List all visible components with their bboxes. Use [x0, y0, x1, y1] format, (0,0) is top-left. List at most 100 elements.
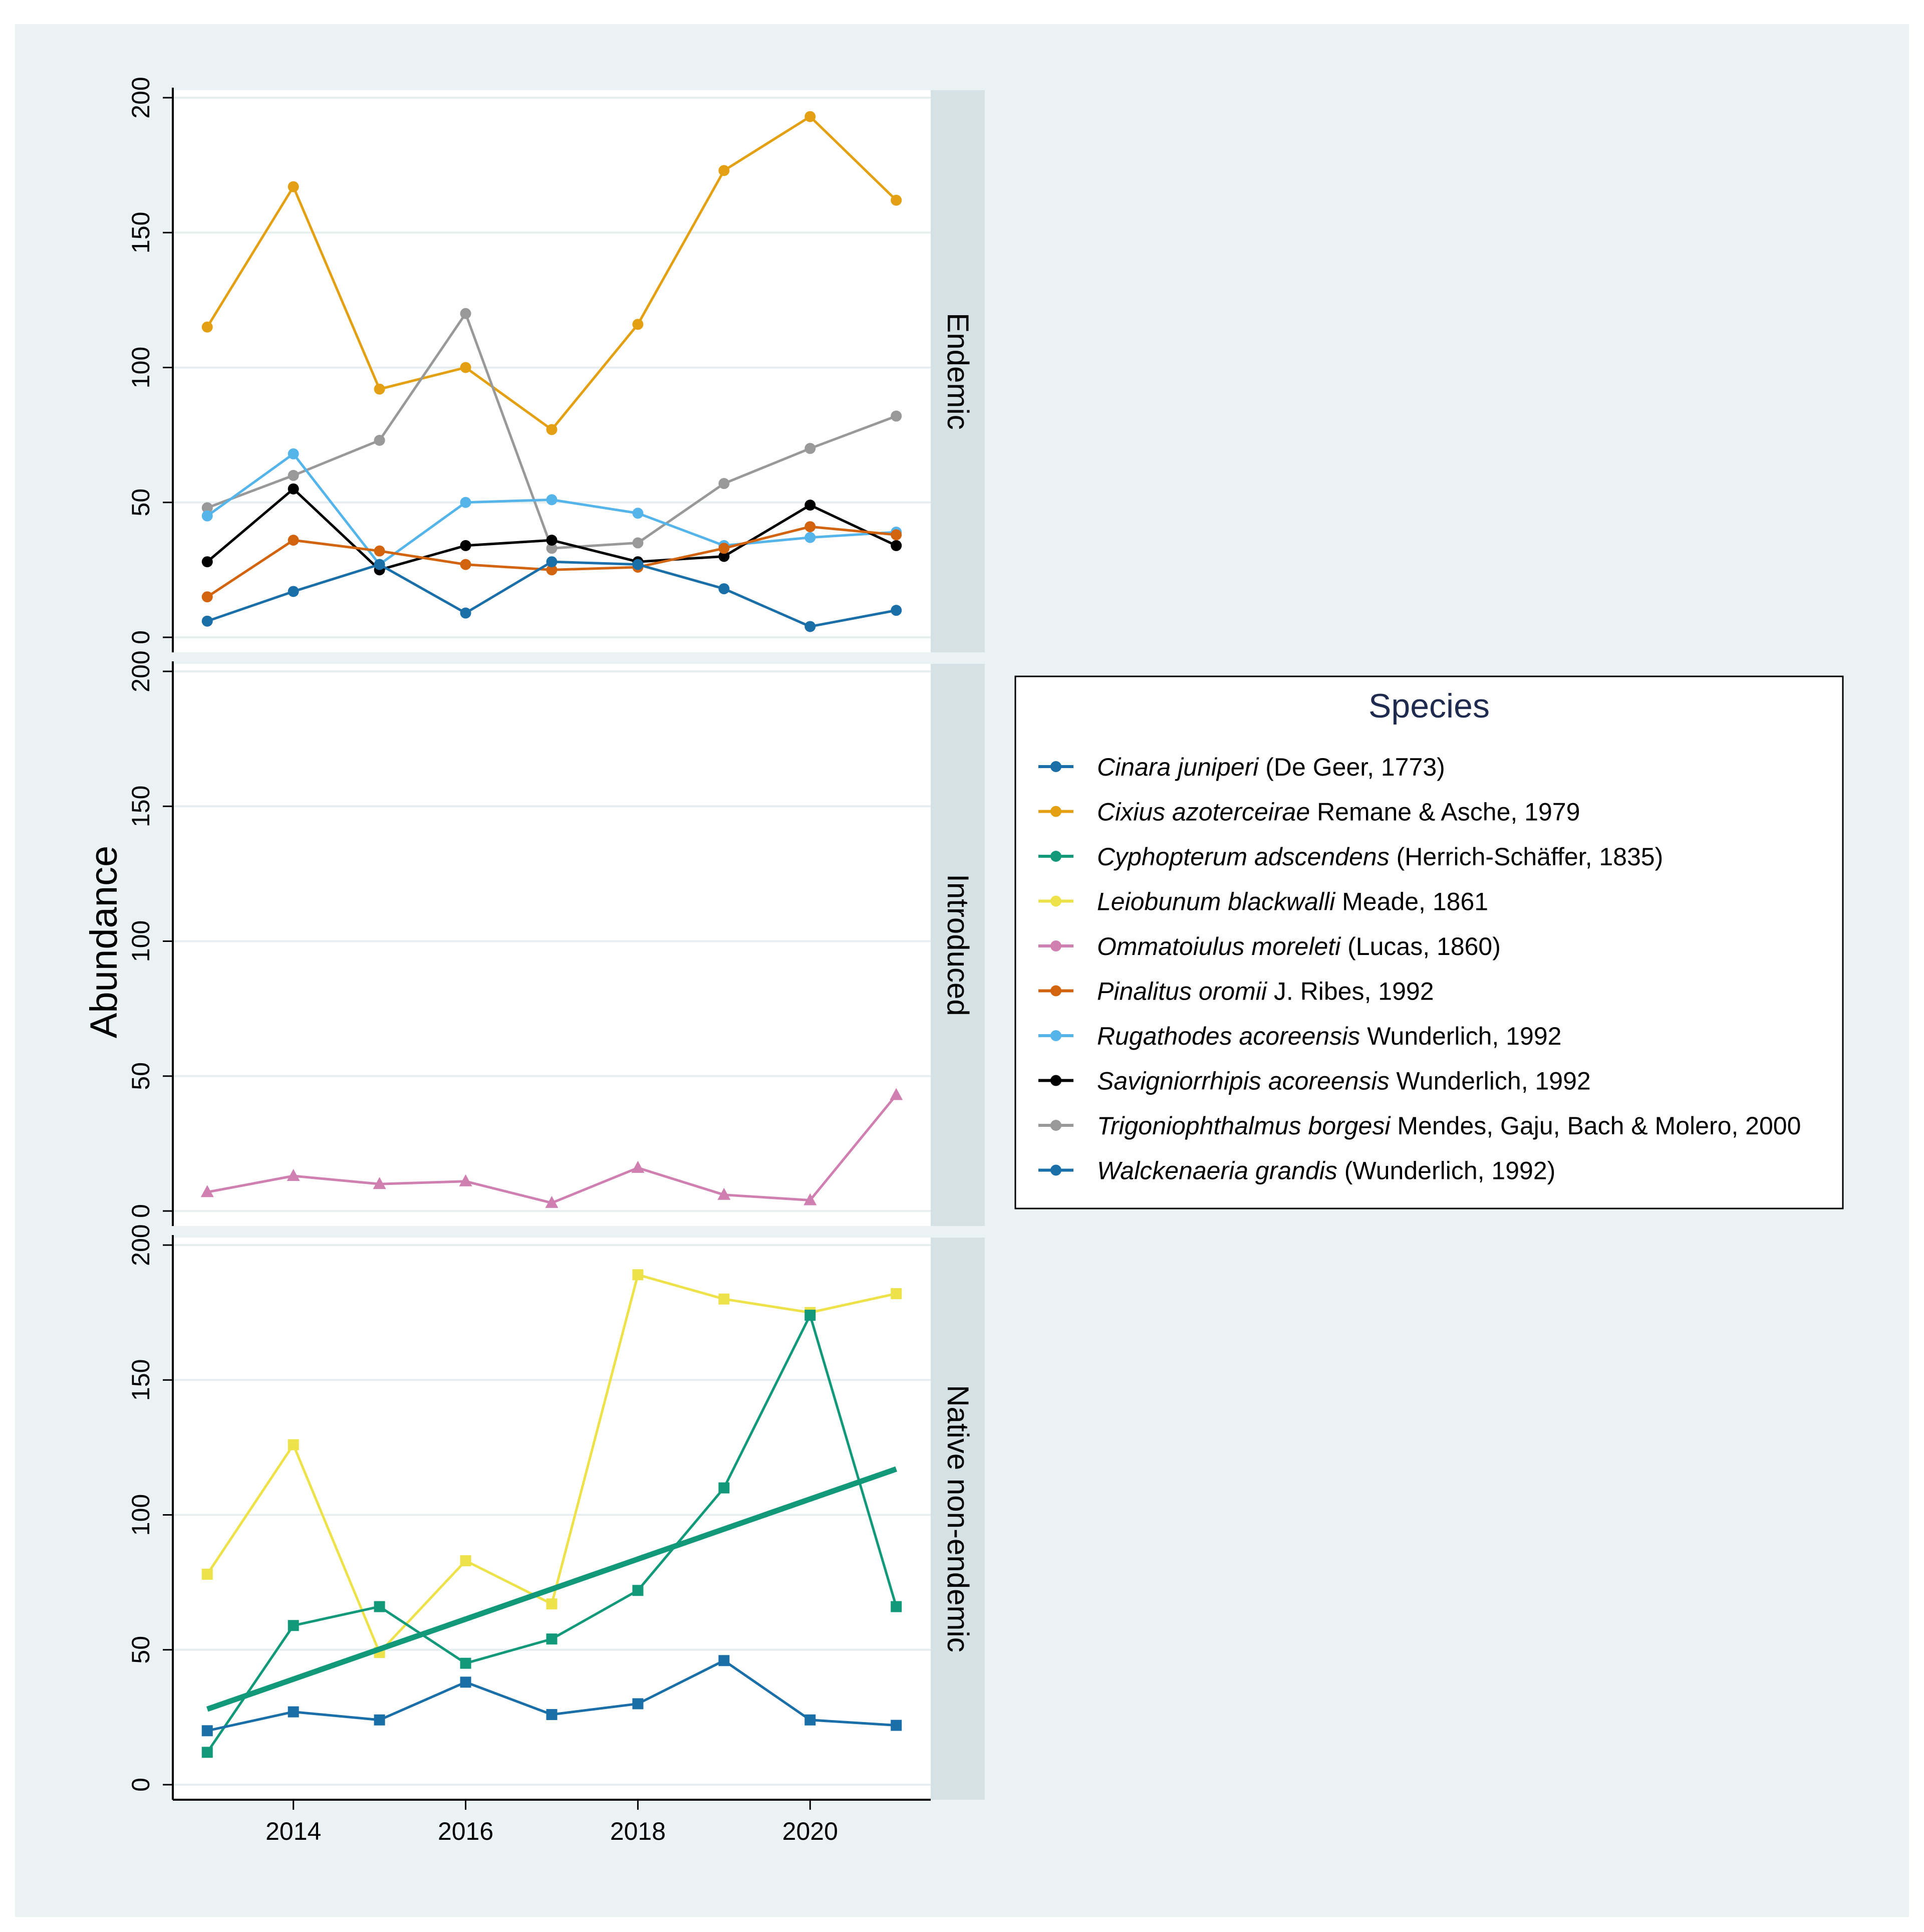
data-point-pinalitus-oromii [201, 591, 213, 603]
y-axis-label: Abundance [83, 846, 125, 1039]
data-point-walckenaeria-grandis [718, 583, 730, 595]
legend-species-name: Pinalitus oromii [1097, 978, 1268, 1006]
data-point-pinalitus-oromii [891, 529, 902, 541]
data-point-leiobunum-blackwalli [891, 1288, 902, 1299]
legend-species-name: Rugathodes acoreensis [1097, 1022, 1360, 1050]
x-tick-label: 2018 [610, 1817, 666, 1845]
data-point-cyphopterum-adscendens [891, 1601, 902, 1612]
data-point-trigoniophthalmus-borgesi [632, 537, 644, 549]
legend-species-author: J. Ribes, 1992 [1267, 978, 1434, 1006]
legend-species-name: Cyphopterum adscendens [1097, 843, 1390, 871]
trend-line [206, 1466, 898, 1712]
legend-species-author: Remane & Asche, 1979 [1310, 798, 1580, 826]
data-point-ommatoiulus-moreleti [890, 1088, 903, 1100]
legend-entry-rugathodes-acoreensis: Rugathodes acoreensis Wunderlich, 1992 [1038, 1022, 1561, 1050]
legend-species-author: (Herrich-Schäffer, 1835) [1390, 843, 1664, 871]
data-point-ommatoiulus-moreleti [459, 1174, 472, 1186]
legend-species-author: Wunderlich, 1992 [1360, 1022, 1561, 1050]
data-point-cixius-azoterceirae [804, 111, 816, 122]
data-point-trigoniophthalmus-borgesi [804, 443, 816, 454]
legend-box [1014, 675, 1844, 1210]
legend-swatch-marker [1050, 985, 1061, 997]
y-tick-label: 50 [127, 489, 155, 517]
legend-swatch-marker [1050, 851, 1061, 862]
panel-strip-label: Introduced [941, 874, 975, 1016]
data-point-savigniorrhipis-acoreensis [718, 551, 730, 562]
data-point-rugathodes-acoreensis [632, 508, 644, 519]
data-point-ommatoiulus-moreleti [287, 1168, 300, 1181]
data-point-cyphopterum-adscendens [288, 1620, 299, 1631]
y-tick-label: 0 [127, 630, 155, 644]
data-point-cyphopterum-adscendens [804, 1310, 816, 1321]
panel-native-non-endemic: 0 50 100 150 200 Native non-endemic [127, 1224, 985, 1800]
legend-species-name: Walckenaeria grandis [1097, 1157, 1337, 1185]
data-point-rugathodes-acoreensis [546, 494, 558, 506]
data-point-cinara-juniperi [632, 1698, 644, 1710]
legend-entry-cinara-juniperi: Cinara juniperi (De Geer, 1773) [1038, 753, 1445, 781]
data-point-trigoniophthalmus-borgesi [891, 410, 902, 422]
data-point-leiobunum-blackwalli [546, 1598, 558, 1610]
data-point-walckenaeria-grandis [374, 559, 385, 570]
data-point-ommatoiulus-moreleti [200, 1185, 214, 1197]
legend-label: Pinalitus oromii J. Ribes, 1992 [1097, 978, 1434, 1006]
legend-entry-savigniorrhipis-acoreensis: Savigniorrhipis acoreensis Wunderlich, 1… [1038, 1067, 1591, 1095]
y-tick-label: 100 [127, 920, 155, 962]
data-point-pinalitus-oromii [546, 564, 558, 576]
data-point-cinara-juniperi [718, 1655, 730, 1666]
data-point-trigoniophthalmus-borgesi [201, 502, 213, 514]
legend-species-name: Cixius azoterceirae [1097, 798, 1310, 826]
x-axis: 2014 2016 2018 2020 [173, 1799, 931, 1845]
panel-endemic: 0 50 100 150 200 Endemic [127, 77, 985, 652]
x-tick-label: 2016 [438, 1817, 493, 1845]
data-point-savigniorrhipis-acoreensis [891, 540, 902, 551]
data-point-cinara-juniperi [201, 1725, 213, 1737]
data-point-rugathodes-acoreensis [288, 448, 299, 459]
data-point-cixius-azoterceirae [891, 194, 902, 206]
panel-strip-label: Native non-endemic [941, 1385, 975, 1652]
panels: 0 50 100 150 200 Endemic 0 50 100 150 200 Introduce… [127, 77, 985, 1800]
legend-swatch-marker [1050, 1164, 1061, 1176]
plot-area [173, 1238, 931, 1800]
data-point-savigniorrhipis-acoreensis [288, 483, 299, 495]
data-point-cixius-azoterceirae [460, 362, 471, 373]
legend: Species Cinara juniperi (De Geer, 1773) C… [1014, 675, 1844, 1210]
legend-swatch-marker [1050, 1030, 1061, 1041]
legend-title: Species [1368, 687, 1490, 725]
data-point-pinalitus-oromii [718, 543, 730, 554]
data-point-cixius-azoterceirae [632, 319, 644, 330]
data-point-savigniorrhipis-acoreensis [460, 540, 471, 551]
legend-swatch-marker [1050, 940, 1061, 951]
data-point-cixius-azoterceirae [288, 181, 299, 192]
legend-species-author: (Wunderlich, 1992) [1337, 1157, 1555, 1185]
data-point-cyphopterum-adscendens [632, 1585, 644, 1596]
y-tick-label: 200 [127, 77, 155, 118]
x-tick-label: 2014 [265, 1817, 321, 1845]
data-point-cinara-juniperi [288, 1706, 299, 1718]
legend-label: Savigniorrhipis acoreensis Wunderlich, 1… [1097, 1067, 1591, 1095]
panel-strip-label: Endemic [941, 313, 975, 429]
x-tick-label: 2020 [782, 1817, 838, 1845]
data-point-cyphopterum-adscendens [546, 1633, 558, 1645]
data-point-ommatoiulus-moreleti [373, 1177, 386, 1189]
data-point-walckenaeria-grandis [201, 615, 213, 627]
legend-swatch-marker [1050, 895, 1061, 907]
data-point-cinara-juniperi [374, 1714, 385, 1726]
legend-swatch-marker [1050, 761, 1061, 772]
legend-species-author: Meade, 1861 [1335, 888, 1488, 916]
data-point-walckenaeria-grandis [288, 586, 299, 597]
data-point-cyphopterum-adscendens [460, 1657, 471, 1669]
legend-label: Cyphopterum adscendens (Herrich-Schäffer… [1097, 843, 1663, 871]
data-point-cyphopterum-adscendens [374, 1601, 385, 1612]
data-point-leiobunum-blackwalli [632, 1269, 644, 1281]
data-point-leiobunum-blackwalli [288, 1439, 299, 1451]
data-point-ommatoiulus-moreleti [803, 1193, 817, 1205]
legend-label: Walckenaeria grandis (Wunderlich, 1992) [1097, 1157, 1555, 1185]
data-point-pinalitus-oromii [374, 545, 385, 557]
data-point-walckenaeria-grandis [891, 605, 902, 616]
panel-strip [931, 1238, 985, 1800]
legend-species-author: Wunderlich, 1992 [1390, 1067, 1591, 1095]
legend-entry-ommatoiulus-moreleti: Ommatoiulus moreleti (Lucas, 1860) [1038, 932, 1501, 960]
legend-entry-pinalitus-oromii: Pinalitus oromii J. Ribes, 1992 [1038, 978, 1434, 1006]
